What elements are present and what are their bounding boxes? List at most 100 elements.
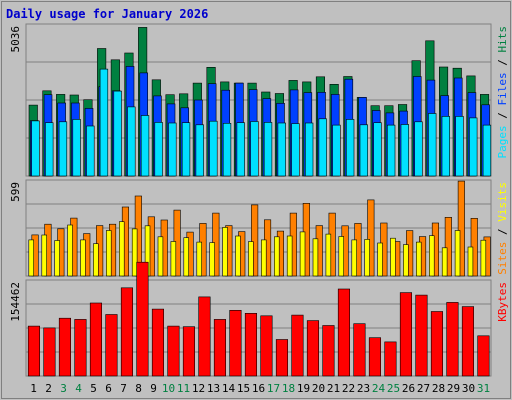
- day-label: 17: [267, 382, 280, 395]
- day-label: 19: [297, 382, 310, 395]
- day-label: 1: [30, 382, 37, 395]
- visits-bar: [67, 224, 73, 277]
- kbytes-bar: [213, 319, 226, 377]
- visits-bar: [248, 241, 254, 277]
- visits-bar: [28, 239, 34, 277]
- visits-bar: [222, 227, 228, 277]
- day-label: 16: [252, 382, 265, 395]
- legend-top: Pages / Files / Hits: [496, 26, 509, 159]
- day-label: 22: [342, 382, 355, 395]
- visits-bar: [377, 242, 383, 277]
- visits-bar: [183, 237, 190, 277]
- pages-bar: [400, 124, 409, 177]
- visits-bar: [364, 239, 370, 277]
- legend-entry: Files: [496, 72, 509, 105]
- kbytes-bar: [353, 323, 366, 377]
- legend-middle: Sites / Visits: [496, 182, 509, 275]
- visits-bar: [170, 241, 177, 277]
- day-label: 2: [45, 382, 52, 395]
- visits-bar: [209, 242, 215, 277]
- kbytes-bar: [120, 287, 133, 377]
- day-label: 5: [90, 382, 97, 395]
- visits-bar: [454, 230, 461, 277]
- kbytes-bar: [275, 339, 289, 377]
- day-label: 28: [432, 382, 445, 395]
- kbytes-bar: [198, 296, 211, 377]
- day-label: 18: [282, 382, 295, 395]
- pages-bar: [99, 68, 109, 177]
- pages-bar: [86, 125, 95, 177]
- pages-bar: [168, 122, 177, 177]
- pages-bar: [154, 122, 163, 177]
- pages-bar: [482, 124, 492, 177]
- kbytes-bar: [322, 325, 335, 377]
- scale-label: 5036: [9, 26, 22, 53]
- visits-bar: [415, 241, 422, 277]
- kbytes-bar: [27, 325, 41, 377]
- kbytes-bar: [167, 325, 180, 377]
- visits-bar: [41, 234, 47, 277]
- visits-bar: [299, 231, 306, 277]
- pages-bar: [441, 116, 450, 177]
- kbytes-bar: [291, 314, 304, 377]
- pages-bar: [428, 113, 437, 177]
- pages-bar: [209, 120, 218, 177]
- visits-bar: [80, 239, 86, 277]
- day-label: 15: [237, 382, 250, 395]
- visits-bar: [106, 230, 112, 277]
- pages-bar: [181, 122, 191, 177]
- kbytes-bar: [74, 319, 87, 377]
- day-label: 21: [327, 382, 340, 395]
- visits-bar: [131, 228, 138, 277]
- visits-bar: [338, 236, 344, 277]
- visits-bar: [93, 243, 99, 277]
- visits-bar: [54, 240, 60, 277]
- pages-bar: [31, 120, 40, 177]
- legend-entry: /: [496, 222, 509, 242]
- pages-bar: [277, 122, 286, 177]
- visits-bar: [351, 239, 357, 277]
- kbytes-bar: [182, 326, 195, 377]
- day-label: 24: [372, 382, 386, 395]
- pages-bar: [113, 90, 122, 177]
- scale-label: 154462: [9, 282, 22, 322]
- day-label: 30: [462, 382, 475, 395]
- legend-entry: Pages: [496, 125, 509, 158]
- visits-bar: [428, 235, 435, 277]
- kbytes-bar: [306, 320, 320, 377]
- pages-bar: [250, 121, 259, 177]
- sites-bar: [251, 204, 259, 277]
- pages-bar: [291, 123, 300, 177]
- day-label: 13: [207, 382, 220, 395]
- day-label: 4: [75, 382, 82, 395]
- chart-title: Daily usage for January 2026: [6, 7, 208, 21]
- day-label: 25: [387, 382, 400, 395]
- legend-entry: Hits: [496, 26, 509, 53]
- visits-bar: [235, 235, 241, 277]
- visits-bar: [467, 246, 474, 277]
- visits-bar: [312, 238, 319, 277]
- day-label: 6: [105, 382, 112, 395]
- visits-bar: [441, 247, 448, 277]
- day-label: 20: [312, 382, 325, 395]
- kbytes-bar: [136, 261, 149, 377]
- pages-bar: [45, 122, 54, 177]
- visits-bar: [273, 236, 280, 277]
- kbytes-bar: [337, 288, 351, 377]
- kbytes-bar: [384, 341, 397, 377]
- pages-bar: [332, 124, 341, 177]
- legend-bottom: KBytes: [496, 282, 509, 322]
- kbytes-bar: [415, 294, 428, 377]
- legend-entry: Sites: [496, 242, 509, 275]
- visits-bar: [157, 236, 164, 277]
- pages-bar: [195, 124, 204, 177]
- pages-bar: [263, 122, 273, 177]
- day-label: 12: [192, 382, 205, 395]
- pages-bar: [304, 122, 314, 177]
- pages-bar: [318, 118, 327, 177]
- day-label: 23: [357, 382, 370, 395]
- visits-bar: [260, 239, 267, 277]
- kbytes-bar: [260, 315, 273, 377]
- pages-bar: [345, 119, 355, 177]
- pages-bar: [359, 124, 368, 177]
